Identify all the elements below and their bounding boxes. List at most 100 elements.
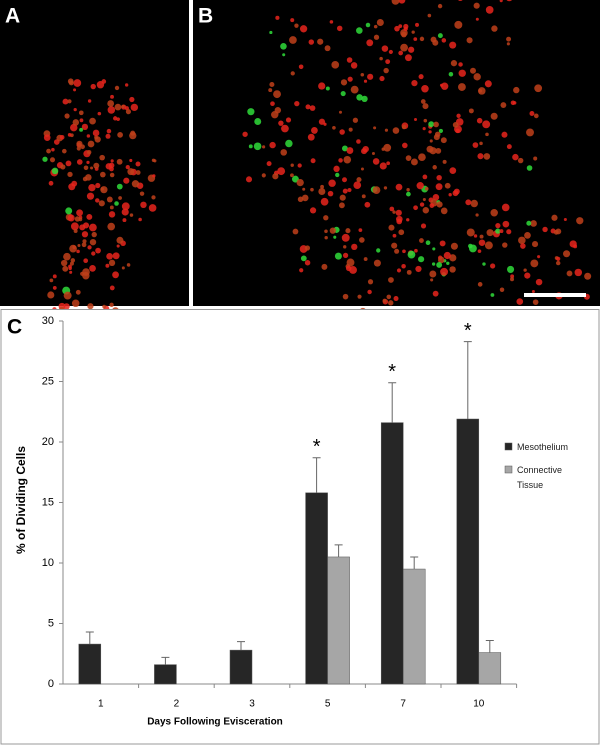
- cell-dot: [67, 171, 73, 178]
- cell-dot: [274, 107, 282, 114]
- cell-dot: [75, 289, 81, 295]
- cell-dot: [506, 229, 512, 235]
- cell-dot: [429, 203, 435, 208]
- cell-dot: [282, 53, 286, 57]
- cell-dot: [261, 173, 266, 178]
- cell-dot: [468, 108, 474, 114]
- cell-dot: [398, 229, 405, 236]
- cell-dot: [67, 99, 72, 104]
- cell-dot: [105, 263, 110, 268]
- cell-dot: [563, 217, 567, 222]
- cell-dot: [422, 103, 429, 110]
- cell-dot: [301, 194, 309, 202]
- cell-dot: [135, 161, 141, 167]
- cell-dot: [280, 42, 287, 50]
- cell-dot: [125, 109, 131, 115]
- cell-dot: [67, 133, 72, 137]
- cell-dot: [341, 145, 348, 152]
- cell-dot: [76, 209, 83, 217]
- cell-dot: [426, 145, 434, 153]
- cell-dot: [323, 122, 327, 126]
- cell-dot: [403, 26, 408, 31]
- cell-dot: [351, 243, 358, 251]
- cell-dot: [383, 67, 389, 74]
- cell-dot: [116, 158, 123, 165]
- cell-dot: [92, 129, 100, 137]
- cell-dot: [457, 83, 466, 91]
- cell-dot: [101, 79, 107, 84]
- cell-dot: [130, 103, 139, 112]
- cell-dot: [129, 213, 134, 217]
- cell-dot: [109, 205, 114, 210]
- cell-dot: [437, 3, 443, 9]
- cell-dot: [401, 124, 407, 130]
- cell-dot: [441, 38, 447, 43]
- cell-dot: [88, 183, 96, 192]
- cell-dot: [372, 158, 380, 165]
- cell-dot: [440, 137, 447, 144]
- cell-dot: [532, 299, 539, 305]
- cell-dot: [584, 272, 592, 280]
- cell-dot: [373, 259, 381, 267]
- cell-dot: [311, 127, 318, 134]
- cell-dot: [73, 88, 77, 92]
- cell-dot: [440, 267, 449, 276]
- cell-dot: [76, 140, 83, 147]
- cell-dot: [71, 299, 80, 308]
- cell-dot: [290, 71, 295, 76]
- cell-dot: [262, 145, 266, 149]
- cell-dot: [114, 103, 122, 111]
- cell-dot: [277, 167, 286, 176]
- cell-dot: [296, 178, 304, 187]
- cell-dot: [268, 88, 273, 93]
- cell-dot: [427, 13, 432, 18]
- cell-dot: [398, 50, 404, 56]
- cell-dot: [486, 229, 494, 237]
- cell-dot: [510, 277, 515, 282]
- cell-dot: [419, 238, 424, 243]
- cell-dot: [63, 252, 71, 261]
- cell-dot: [87, 140, 95, 148]
- cell-dot: [248, 144, 253, 149]
- cell-dot: [363, 257, 368, 261]
- cell-dot: [407, 250, 416, 259]
- cell-dot: [86, 213, 93, 220]
- cell-dot: [86, 134, 91, 138]
- x-tick-label: 2: [174, 699, 180, 710]
- cell-dot: [428, 121, 435, 128]
- cell-dot: [477, 249, 482, 253]
- cell-dot: [63, 291, 72, 300]
- x-tick-label: 5: [325, 699, 331, 710]
- cell-dot: [129, 158, 133, 163]
- cell-dot: [453, 188, 460, 195]
- cell-dot: [294, 23, 299, 28]
- cell-dot: [114, 85, 120, 91]
- cell-dot: [70, 123, 78, 132]
- cell-dot: [518, 236, 526, 245]
- cell-dot: [42, 156, 48, 162]
- cell-dot: [109, 302, 114, 307]
- cell-dot: [266, 161, 272, 167]
- cell-dot: [394, 248, 400, 254]
- cell-dot: [526, 220, 532, 226]
- cell-dot: [129, 96, 135, 103]
- cell-dot: [318, 118, 326, 125]
- cell-dot: [304, 245, 311, 251]
- cell-dot: [448, 71, 454, 77]
- cell-dot: [68, 183, 76, 191]
- cell-dot: [62, 98, 69, 105]
- cell-dot: [405, 155, 412, 161]
- cell-dot: [272, 173, 279, 180]
- cell-dot: [82, 176, 88, 182]
- cell-dot: [90, 83, 96, 90]
- cell-dot: [406, 218, 410, 222]
- cell-dot: [60, 164, 66, 170]
- cell-dot: [449, 41, 457, 49]
- cell-dot: [69, 244, 77, 253]
- cell-dot: [345, 265, 352, 272]
- cell-dot: [297, 163, 302, 168]
- cell-dot: [358, 228, 363, 232]
- cell-dot: [77, 243, 81, 247]
- cell-dot: [112, 252, 120, 260]
